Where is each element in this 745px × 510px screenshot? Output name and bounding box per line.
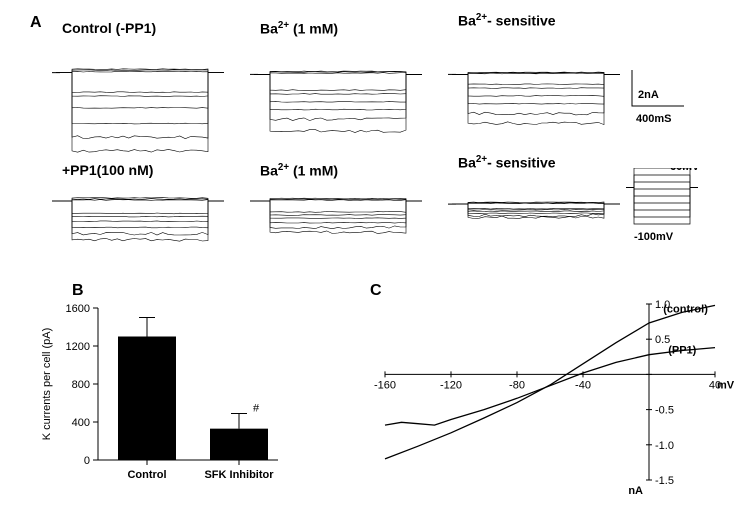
svg-text:800: 800: [72, 379, 90, 391]
svg-text:60mV: 60mV: [670, 168, 700, 173]
svg-text:-1.5: -1.5: [655, 475, 674, 487]
svg-text:(PP1): (PP1): [668, 344, 696, 356]
svg-text:-160: -160: [374, 379, 396, 391]
svg-text:-100mV: -100mV: [634, 231, 674, 243]
svg-text:2nA: 2nA: [638, 89, 659, 101]
svg-text:0: 0: [84, 455, 90, 467]
svg-text:400mS: 400mS: [636, 113, 671, 125]
svg-text:(control): (control): [663, 303, 708, 315]
svg-text:#: #: [253, 402, 260, 414]
svg-text:SFK Inhibitor: SFK Inhibitor: [204, 469, 274, 481]
svg-text:-80: -80: [509, 379, 525, 391]
scale-bar: 2nA 400mS: [626, 70, 728, 136]
figure-page: A Control (-PP1) Ba2+ (1 mM) Ba2+- sensi…: [0, 0, 745, 505]
svg-text:-1.0: -1.0: [655, 440, 674, 452]
svg-text:400: 400: [72, 417, 90, 429]
svg-text:Control: Control: [127, 469, 166, 481]
svg-text:nA: nA: [628, 485, 643, 497]
svg-text:-120: -120: [440, 379, 462, 391]
svg-text:1600: 1600: [66, 303, 90, 315]
panel-c-chart: -160-120-80-4040-1.5-1.0-0.50.51.0mVnA(c…: [365, 290, 745, 510]
svg-text:-40: -40: [575, 379, 591, 391]
svg-text:1200: 1200: [66, 341, 90, 353]
svg-text:mV: mV: [717, 379, 735, 391]
svg-text:K currents per cell (pA): K currents per cell (pA): [41, 328, 53, 440]
voltage-protocol: 60mV -100mV: [626, 168, 738, 264]
svg-text:-0.5: -0.5: [655, 405, 674, 417]
panel-b-chart: 0 400 800 1200 1600 K currents per cell (pA) C…: [30, 290, 330, 510]
